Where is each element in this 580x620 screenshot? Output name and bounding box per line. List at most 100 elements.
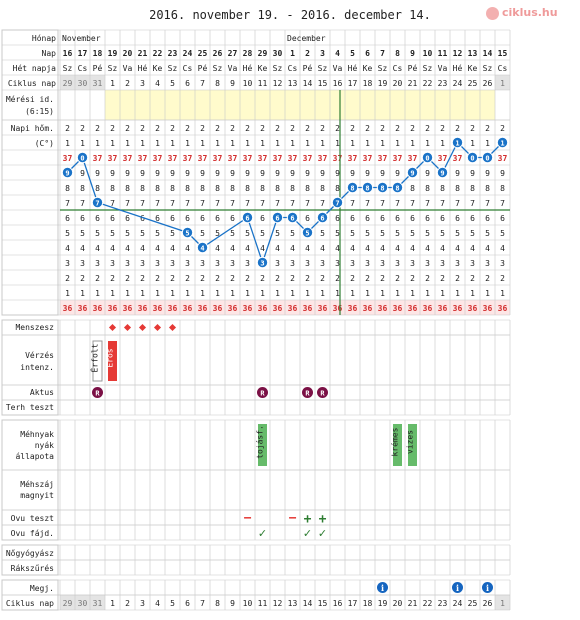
temperature-point-label: 5 bbox=[305, 230, 309, 238]
temp-grid-value: 1 bbox=[140, 289, 145, 298]
temperature-point bbox=[421, 151, 434, 164]
temp-grid-value: 2 bbox=[455, 124, 460, 133]
weekday-label: Sz bbox=[168, 64, 178, 73]
cycle-day-label-bottom: 18 bbox=[363, 599, 373, 608]
temp-grid-value: 3 bbox=[425, 259, 430, 268]
temperature-point-label: 6 bbox=[245, 215, 249, 223]
temp-grid-value: 1 bbox=[65, 139, 70, 148]
temp-grid-value: 6 bbox=[335, 214, 340, 223]
temp-grid-value: 3 bbox=[410, 259, 415, 268]
temp-grid-value: 6 bbox=[215, 214, 220, 223]
temp-grid-value: 8 bbox=[470, 184, 475, 193]
temp-grid-value: 36 bbox=[243, 304, 253, 313]
temp-grid-value: 36 bbox=[138, 304, 148, 313]
temp-grid-value: 5 bbox=[290, 229, 295, 238]
label-cervix-2: nyák bbox=[35, 441, 54, 450]
temperature-point bbox=[181, 226, 194, 239]
label-column-box bbox=[1, 319, 59, 416]
temp-grid-value: 2 bbox=[245, 124, 250, 133]
weekday-label: Pé bbox=[198, 63, 208, 73]
temp-grid-value: 3 bbox=[485, 259, 490, 268]
weekday-label: Sz bbox=[423, 64, 433, 73]
temp-grid-value: 9 bbox=[260, 169, 265, 178]
temp-grid-value: 6 bbox=[425, 214, 430, 223]
label-column-box bbox=[1, 419, 59, 541]
temp-grid-value: 7 bbox=[485, 199, 490, 208]
day-label: 20 bbox=[123, 49, 133, 58]
cycle-day-label: 16 bbox=[333, 79, 343, 88]
temp-grid-value: 4 bbox=[155, 244, 160, 253]
cycle-day-label-bottom: 20 bbox=[393, 599, 403, 608]
cycle-day-label-bottom: 22 bbox=[423, 599, 433, 608]
temp-grid-value: 7 bbox=[140, 199, 145, 208]
label-temperature: Napi hőm. bbox=[11, 124, 54, 133]
temp-grid-value: 8 bbox=[215, 184, 220, 193]
temp-grid-value: 7 bbox=[260, 199, 265, 208]
temp-grid-value: 2 bbox=[65, 274, 70, 283]
day-label: 11 bbox=[438, 49, 448, 58]
temp-grid-value: 1 bbox=[170, 139, 175, 148]
temp-grid-value: 8 bbox=[230, 184, 235, 193]
temp-grid-value: 37 bbox=[288, 154, 298, 163]
temp-grid-value: 37 bbox=[183, 154, 193, 163]
cycle-day-label-bottom: 7 bbox=[200, 599, 205, 608]
temp-grid-value: 3 bbox=[500, 259, 505, 268]
temp-grid-value: 8 bbox=[425, 184, 430, 193]
temp-grid-value: 36 bbox=[273, 304, 283, 313]
cycle-day-label: 1 bbox=[110, 79, 115, 88]
temp-grid-value: 2 bbox=[380, 124, 385, 133]
temp-grid-value: 1 bbox=[65, 289, 70, 298]
temp-grid-value: 8 bbox=[200, 184, 205, 193]
temp-grid-value: 9 bbox=[95, 169, 100, 178]
temp-grid-value: 3 bbox=[350, 259, 355, 268]
temp-grid-value: 1 bbox=[485, 139, 490, 148]
temp-grid-value: 8 bbox=[500, 184, 505, 193]
cycle-day-label: 7 bbox=[200, 79, 205, 88]
weekday-label: Sz bbox=[378, 64, 388, 73]
day-label: 3 bbox=[320, 49, 325, 58]
menses-mark bbox=[138, 323, 147, 332]
temp-grid-value: 1 bbox=[200, 289, 205, 298]
ovu-pain-check: ✓ bbox=[258, 527, 267, 540]
temp-grid-value: 2 bbox=[500, 124, 505, 133]
temp-grid-value: 36 bbox=[63, 304, 73, 313]
temp-grid-value: 7 bbox=[125, 199, 130, 208]
weekday-label: Hé bbox=[243, 63, 253, 73]
temp-grid-value: 1 bbox=[440, 289, 445, 298]
temp-grid-value: 2 bbox=[440, 124, 445, 133]
temp-grid-value: 36 bbox=[393, 304, 403, 313]
temp-grid-value: 5 bbox=[365, 229, 370, 238]
temp-grid-value: 1 bbox=[410, 139, 415, 148]
temp-grid-value: 2 bbox=[230, 124, 235, 133]
day-label: 23 bbox=[168, 49, 178, 58]
next-cycle-shade bbox=[495, 75, 510, 90]
temp-grid-value: 37 bbox=[348, 154, 358, 163]
temp-grid-value: 36 bbox=[363, 304, 373, 313]
cycle-day-label: 4 bbox=[155, 79, 160, 88]
day-label: 2 bbox=[305, 49, 310, 58]
label-weekday: Hét napja bbox=[13, 63, 57, 73]
weekday-label: Pé bbox=[303, 63, 313, 73]
temp-grid-value: 6 bbox=[410, 214, 415, 223]
temperature-point bbox=[481, 151, 494, 164]
temp-grid-value: 1 bbox=[380, 289, 385, 298]
ovu-test-negative: − bbox=[289, 511, 297, 526]
prev-cycle-shade bbox=[60, 75, 105, 90]
day-label: 5 bbox=[350, 49, 355, 58]
temp-grid-value: 4 bbox=[440, 244, 445, 253]
temperature-point bbox=[271, 211, 284, 224]
info-icon-label: i bbox=[486, 583, 489, 593]
logo[interactable]: ciklus.hu bbox=[484, 4, 558, 24]
temp-grid-value: 1 bbox=[185, 139, 190, 148]
temp-grid-value: 36 bbox=[183, 304, 193, 313]
temp-grid-value: 4 bbox=[335, 244, 340, 253]
weekday-label: Cs bbox=[498, 64, 508, 73]
ovu-pain-check: ✓ bbox=[303, 527, 312, 540]
temp-grid-value: 36 bbox=[213, 304, 223, 313]
temp-grid-value: 1 bbox=[125, 139, 130, 148]
temp-grid-value: 9 bbox=[305, 169, 310, 178]
temp-grid-value: 1 bbox=[170, 289, 175, 298]
info-icon bbox=[482, 582, 493, 593]
temp-grid-value: 4 bbox=[275, 244, 280, 253]
cycle-day-label: 10 bbox=[243, 79, 253, 88]
